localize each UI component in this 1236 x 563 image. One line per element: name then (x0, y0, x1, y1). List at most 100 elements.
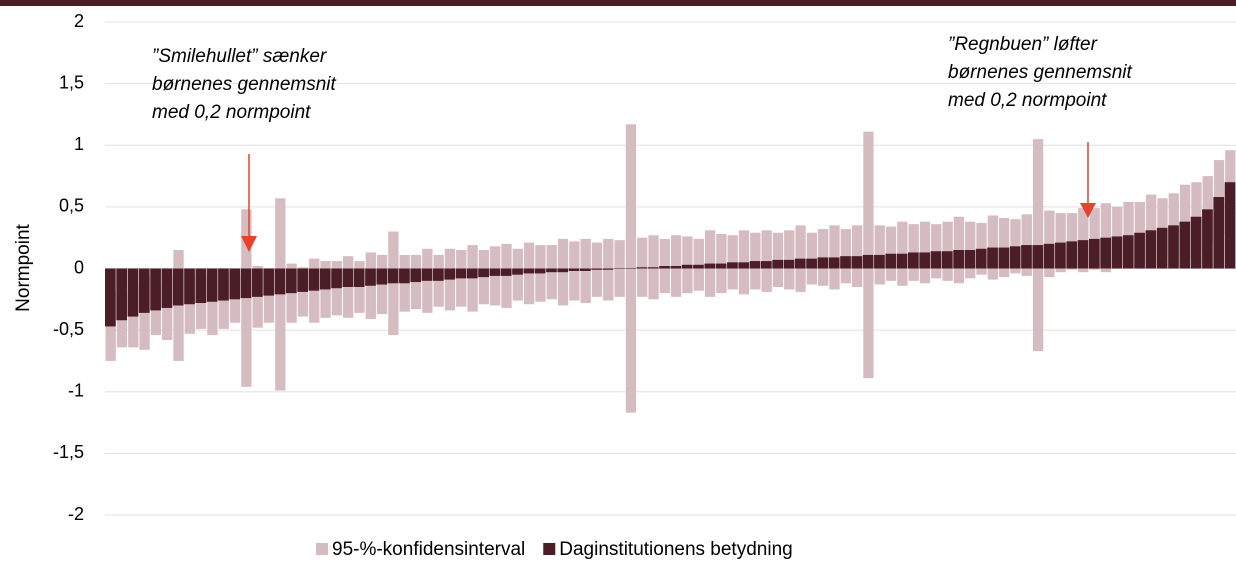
bar (953, 250, 964, 269)
bar (546, 268, 557, 273)
bar (410, 268, 422, 283)
bar (704, 263, 716, 269)
bar (1202, 209, 1213, 269)
bar (1156, 227, 1168, 269)
bar (580, 268, 591, 271)
bar (365, 268, 376, 286)
bar (534, 268, 546, 274)
bar (1111, 236, 1123, 269)
bar (274, 268, 286, 295)
bar (636, 267, 648, 269)
bar (432, 268, 444, 281)
y-axis-title: Normpoint (13, 223, 34, 311)
bar (681, 264, 693, 269)
y-tick-label: -2 (68, 504, 84, 524)
top-band (0, 0, 1236, 6)
confidence-interval (965, 221, 976, 279)
bar (523, 268, 535, 274)
bar (975, 248, 987, 269)
bar (172, 268, 184, 306)
confidence-interval (1089, 208, 1100, 270)
y-tick-label: 0,5 (59, 196, 84, 216)
arrow-head (241, 236, 257, 252)
plot-area: -2 -1,5 -1 -0,5 0 0,5 1 1,5 2 (53, 11, 1236, 524)
y-tick-label: 2 (74, 11, 84, 31)
bar (1043, 243, 1055, 269)
bar (1032, 245, 1044, 269)
bar (184, 268, 195, 305)
bar (229, 268, 241, 300)
bar (568, 268, 580, 271)
bar (399, 268, 410, 284)
bar (930, 251, 942, 269)
bar (874, 254, 885, 269)
bar (1213, 197, 1225, 269)
bar (500, 268, 512, 276)
bar (478, 268, 489, 278)
bar (512, 268, 523, 275)
bar (919, 252, 931, 269)
bar (421, 268, 433, 281)
bar (1145, 230, 1157, 269)
bar (806, 258, 817, 269)
bar (455, 268, 467, 279)
confidence-interval (1213, 160, 1225, 234)
bar (297, 268, 308, 292)
bar (1179, 221, 1191, 269)
bar (466, 268, 478, 279)
annotation: børnenes gennemsnit (152, 74, 336, 95)
y-tick-label: -1 (68, 381, 84, 401)
bar (591, 268, 603, 270)
confidence-interval (490, 246, 501, 306)
bar (647, 267, 659, 269)
bar (1122, 235, 1134, 269)
bar (749, 261, 761, 269)
annotation: med 0,2 normpoint (152, 102, 311, 123)
bar (252, 268, 263, 297)
legend-swatch (316, 543, 328, 555)
confidence-interval (467, 245, 478, 312)
bar (116, 268, 128, 321)
legend-swatch (543, 543, 556, 555)
bar (319, 268, 331, 290)
annotation: med 0,2 normpoint (948, 90, 1107, 111)
bar (1134, 232, 1145, 269)
bar (715, 263, 727, 269)
y-tick-label: 0 (74, 257, 84, 277)
bar (998, 247, 1010, 269)
legend: 95-%-konfidensinterval Daginstitutionens … (316, 539, 793, 560)
legend-label: 95-%-konfidensinterval (332, 539, 525, 560)
y-tick-label: -0,5 (53, 319, 84, 339)
bar (840, 256, 851, 269)
bar (1055, 242, 1066, 269)
bar (659, 266, 670, 269)
bar (783, 259, 795, 269)
confidence-interval (241, 209, 252, 387)
y-tick-label: 1 (74, 134, 84, 154)
confidence-interval (761, 230, 772, 292)
bar (987, 247, 998, 269)
bar (1009, 246, 1021, 269)
bar (308, 268, 320, 291)
y-tick-label: -1,5 (53, 442, 84, 462)
legend-label: Daginstitutionens betydning (559, 539, 792, 560)
bar (1224, 182, 1236, 269)
bar (489, 268, 501, 276)
annotation: børnenes gennemsnit (948, 62, 1132, 83)
bar (387, 268, 399, 284)
bar (851, 256, 863, 269)
bar (738, 262, 750, 269)
bar (602, 268, 614, 270)
bar (1088, 238, 1100, 269)
bar (342, 268, 354, 287)
confidence-interval (286, 263, 297, 323)
annotation-right: ”Regnbuen” løfter børnenes gennemsnit me… (948, 34, 1132, 218)
bar (150, 268, 161, 311)
confidence-interval (218, 272, 229, 329)
bar (161, 268, 173, 308)
bar (727, 262, 738, 269)
bar (195, 268, 207, 304)
bar (670, 266, 682, 269)
